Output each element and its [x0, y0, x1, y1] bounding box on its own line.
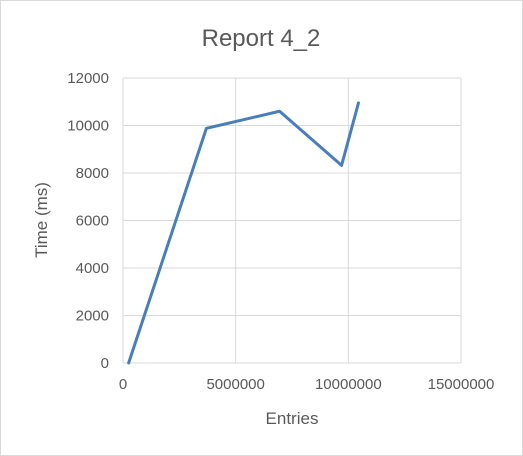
gridlines: [122, 77, 462, 364]
x-tick-label: 15000000: [428, 376, 495, 393]
y-tick-label: 8000: [76, 165, 109, 182]
tick-labels: 0 2000 4000 6000 8000 10000 12000 0 5000000 10000…: [67, 70, 494, 393]
x-axis-label: Entries: [266, 409, 319, 428]
y-tick-label: 6000: [76, 213, 109, 230]
y-tick-label: 10000: [67, 118, 109, 135]
y-tick-label: 4000: [76, 260, 109, 277]
y-tick-label: 0: [101, 355, 109, 372]
y-tick-label: 12000: [67, 70, 109, 87]
series-layer: [127, 101, 360, 365]
x-tick-label: 5000000: [206, 376, 264, 393]
series-line: [127, 101, 360, 365]
x-tick-label: 10000000: [315, 376, 382, 393]
chart-title: Report 4_2: [202, 25, 321, 52]
y-axis-label: Time (ms): [32, 182, 51, 258]
x-tick-label: 0: [119, 376, 127, 393]
y-tick-label: 2000: [76, 308, 109, 325]
